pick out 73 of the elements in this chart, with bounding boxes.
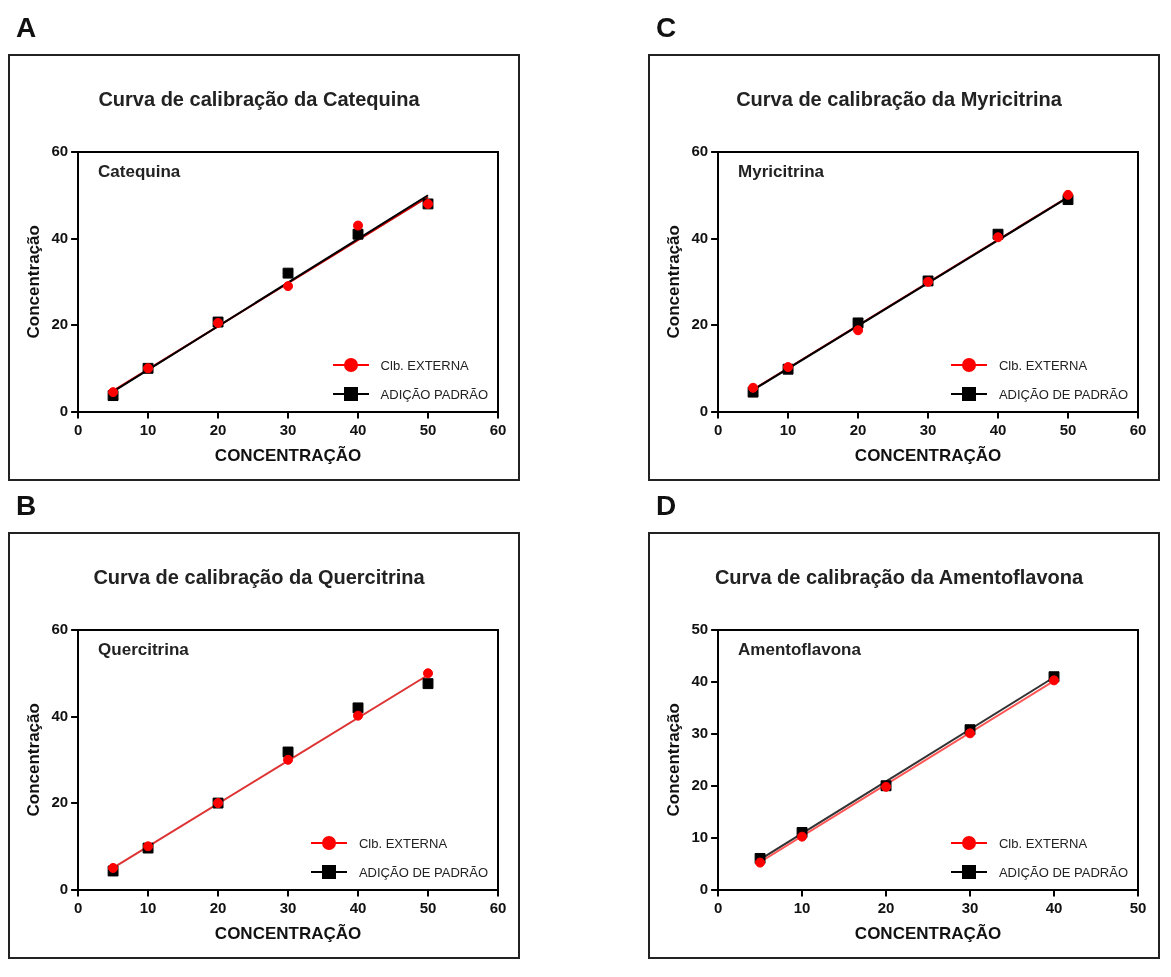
legend-label: Clb. EXTERNA — [998, 357, 1088, 373]
x-tick-label: 20 — [849, 420, 867, 438]
x-tick-label: 20 — [209, 420, 227, 438]
x-tick-label: 30 — [961, 898, 979, 916]
x-tick-label: 20 — [209, 898, 227, 916]
x-tick-label: 40 — [349, 420, 367, 438]
x-tick-label: 50 — [419, 898, 437, 916]
y-tick-label: 30 — [691, 723, 709, 741]
x-axis-title: CONCENTRAÇÃO — [214, 445, 362, 466]
x-tick-label: 0 — [73, 898, 83, 916]
y-tick-label: 40 — [51, 706, 69, 724]
y-tick-label: 60 — [51, 142, 69, 160]
x-tick-label: 40 — [1045, 898, 1063, 916]
annotation: Quercitrina — [98, 640, 190, 660]
x-tick-label: 60 — [1129, 420, 1147, 438]
y-tick-label: 10 — [691, 827, 709, 845]
legend-label: ADIÇÃO DE PADRÃO — [998, 864, 1128, 880]
y-axis-title: Concentração — [23, 225, 43, 339]
text: D — [656, 490, 677, 522]
legend-label: Clb. EXTERNA — [998, 835, 1088, 851]
annotation: Myricitrina — [738, 162, 825, 182]
chart-title: Curva de calibração da Quercitrina — [93, 565, 426, 588]
x-tick-label: 10 — [793, 898, 811, 916]
legend-label: Clb. EXTERNA — [358, 835, 448, 851]
x-tick-label: 0 — [713, 898, 723, 916]
legend-label: ADIÇÃO DE PADRÃO — [998, 386, 1128, 402]
y-tick-label: 60 — [51, 620, 69, 638]
x-tick-label: 50 — [1059, 420, 1077, 438]
x-tick-label: 20 — [877, 898, 895, 916]
chart-title: Curva de calibração da Amentoflavona — [714, 565, 1085, 588]
x-tick-label: 10 — [139, 898, 157, 916]
y-axis-title: Concentração — [663, 703, 683, 817]
y-axis-title: Concentração — [663, 225, 683, 339]
text: B — [16, 490, 37, 522]
x-axis-title: CONCENTRAÇÃO — [854, 923, 1002, 944]
x-tick-label: 50 — [1129, 898, 1147, 916]
x-tick-label: 60 — [489, 898, 507, 916]
legend-label: Clb. EXTERNA — [380, 357, 469, 373]
x-tick-label: 30 — [279, 898, 297, 916]
y-tick-label: 40 — [691, 228, 709, 246]
y-tick-label: 40 — [51, 228, 69, 246]
x-tick-label: 60 — [489, 420, 507, 438]
x-tick-label: 0 — [713, 420, 723, 438]
text: A — [16, 12, 37, 44]
y-tick-label: 20 — [691, 775, 709, 793]
x-axis-title: CONCENTRAÇÃO — [854, 445, 1002, 466]
text: C — [656, 12, 677, 44]
chart-title: Curva de calibração da Myricitrina — [736, 87, 1063, 110]
annotation: Amentoflavona — [738, 640, 862, 660]
y-axis-title: Concentração — [23, 703, 43, 817]
x-tick-label: 30 — [919, 420, 937, 438]
y-tick-label: 20 — [51, 793, 69, 811]
y-tick-label: 0 — [59, 879, 69, 897]
x-tick-label: 40 — [989, 420, 1007, 438]
x-axis-title: CONCENTRAÇÃO — [214, 923, 362, 944]
legend-label: ADIÇÃO DE PADRÃO — [358, 864, 488, 880]
annotation: Catequina — [98, 162, 181, 182]
y-tick-label: 20 — [691, 315, 709, 333]
y-tick-label: 20 — [51, 315, 69, 333]
x-tick-label: 10 — [139, 420, 157, 438]
legend-label: ADIÇÃO PADRÃO — [380, 386, 488, 402]
x-tick-label: 10 — [779, 420, 797, 438]
x-tick-label: 30 — [279, 420, 297, 438]
y-tick-label: 0 — [699, 879, 709, 897]
x-tick-label: 0 — [73, 420, 83, 438]
x-tick-label: 40 — [349, 898, 367, 916]
chart-title: Curva de calibração da Catequina — [98, 87, 421, 110]
y-tick-label: 40 — [691, 672, 709, 690]
y-tick-label: 60 — [691, 142, 709, 160]
y-tick-label: 0 — [59, 401, 69, 419]
x-tick-label: 50 — [419, 420, 437, 438]
y-tick-label: 50 — [691, 620, 709, 638]
y-tick-label: 0 — [699, 401, 709, 419]
